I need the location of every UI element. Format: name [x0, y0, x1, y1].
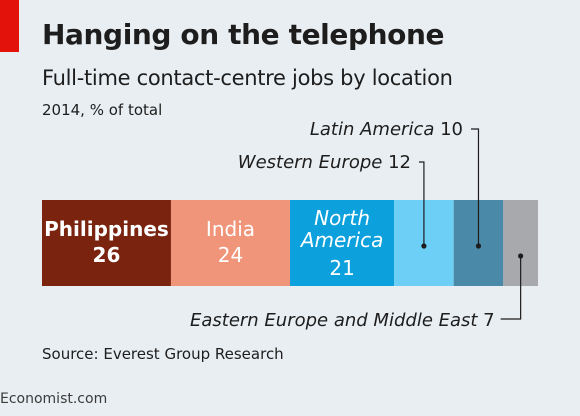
leader-line-western-europe	[419, 161, 425, 246]
chart-subtitle: Full-time contact-centre jobs by locatio…	[42, 66, 453, 90]
bar-segment-india	[170, 200, 290, 286]
leader-line-eastern-europe-and-middle-east	[500, 256, 522, 320]
source-note: Source: Everest Group Research	[42, 345, 284, 363]
bar-segment-north-america	[290, 200, 395, 286]
chart-unit: 2014, % of total	[42, 101, 163, 119]
segment-label-north-america: North	[314, 206, 370, 230]
leader-line-latin-america	[471, 128, 480, 246]
callout-label-eastern-europe-and-middle-east: Eastern Europe and Middle East 7	[190, 310, 495, 331]
segment-label-philippines: Philippines	[44, 217, 169, 241]
callout-label-western-europe: Western Europe 12	[238, 152, 411, 173]
callout-label-latin-america: Latin America 10	[310, 119, 463, 140]
chart-title: Hanging on the telephone	[42, 18, 445, 51]
segment-value-india: 24	[218, 243, 243, 267]
brand-logo-text: Economist.com	[0, 391, 108, 407]
bar-segment-philippines	[42, 200, 171, 286]
brand-accent-tab	[0, 0, 19, 52]
segment-value-philippines: 26	[93, 243, 121, 267]
segment-value-north-america: 21	[329, 256, 354, 280]
chart-card: Hanging on the telephone Full-time conta…	[0, 0, 538, 363]
segment-label-north-america: America	[299, 228, 384, 252]
segment-label-india: India	[206, 217, 255, 241]
